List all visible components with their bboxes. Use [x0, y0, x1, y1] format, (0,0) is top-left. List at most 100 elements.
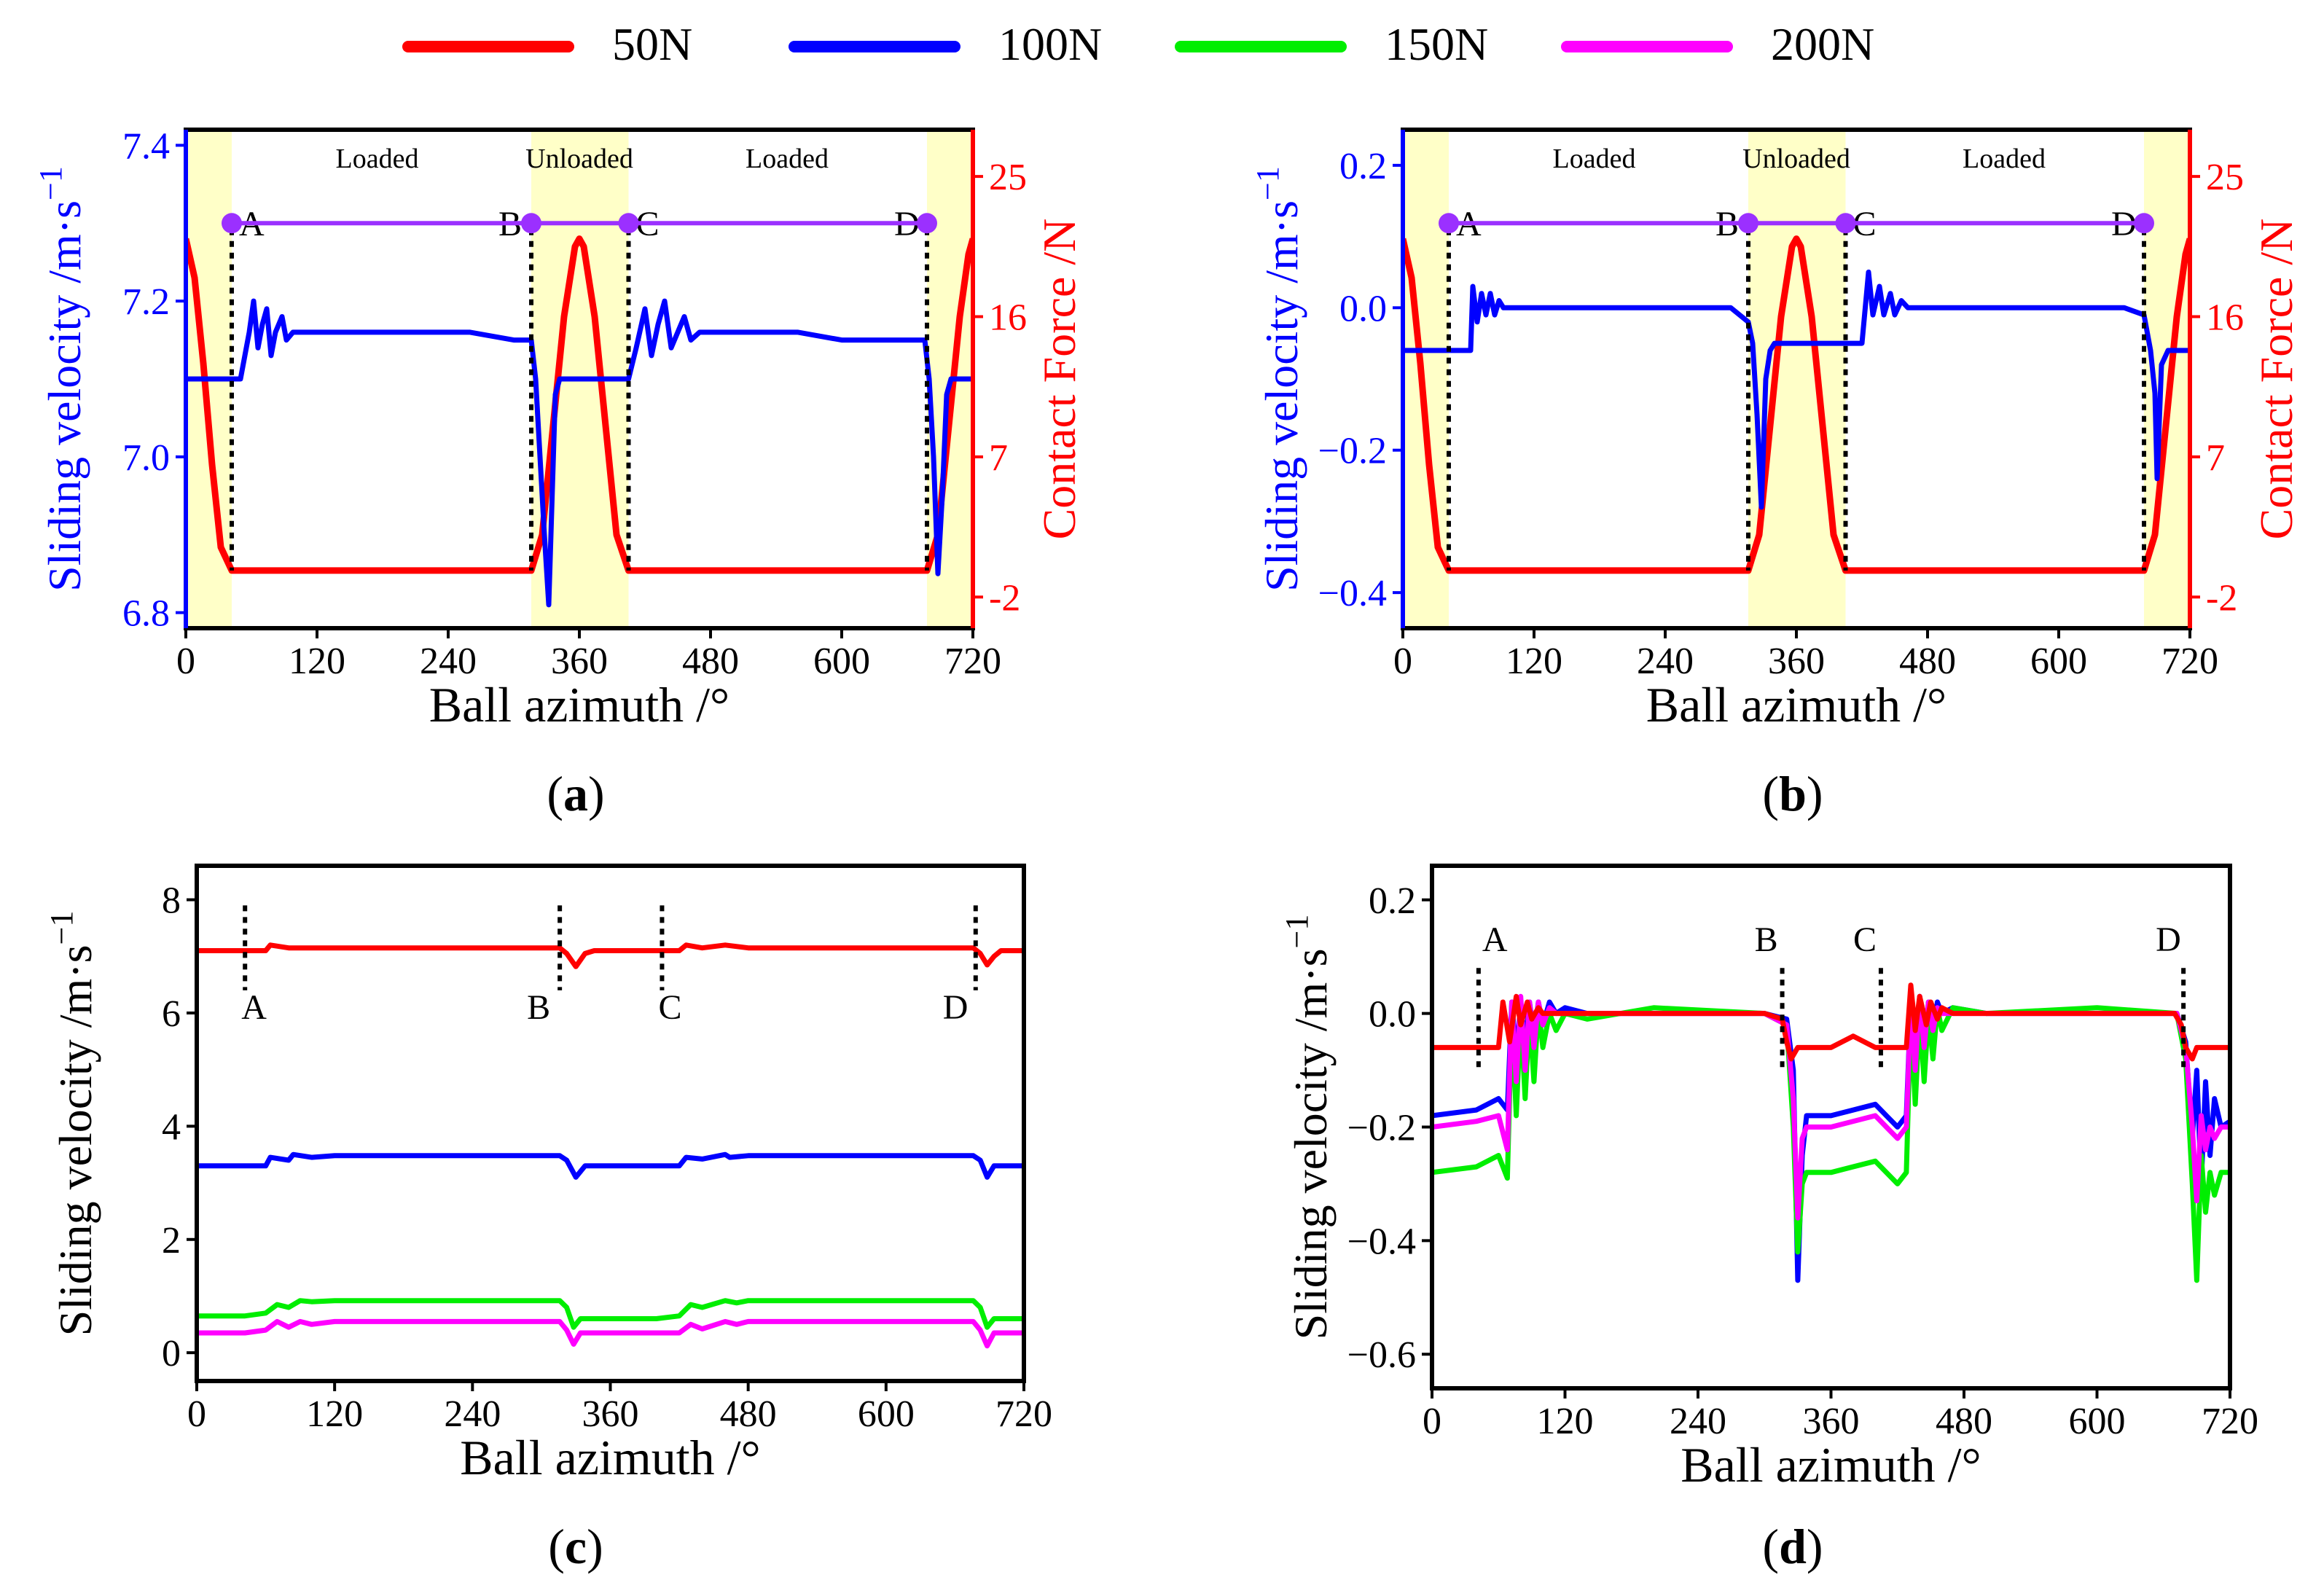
series-group — [197, 942, 1024, 1349]
y-tick-label: 7.0 — [122, 437, 170, 479]
x-tick-label: 120 — [306, 1393, 363, 1435]
y2-tick-label: 16 — [2206, 297, 2244, 339]
series-group — [1432, 982, 2230, 1283]
y-tick-label: −0.2 — [1347, 1108, 1416, 1149]
series-group — [186, 235, 973, 608]
panel-c: A B C D 0 120 240 360 480 600 720 0 2 4 6 8 Ball azimuth… — [44, 864, 1052, 1574]
x-tick-label: 0 — [176, 641, 195, 682]
series-150N — [197, 1298, 1024, 1330]
series-100N — [186, 298, 973, 608]
series-100N — [197, 1151, 1024, 1180]
y2-tick-label: 7 — [2206, 437, 2225, 479]
panel-d: A B C D 0 120 240 360 480 600 720 −0.6 −0.4 −0.2 0.0 0.… — [1279, 864, 2258, 1574]
x-tick-label: 720 — [2161, 641, 2218, 682]
marker-label-C: C — [1853, 920, 1877, 959]
y-axis-label: Sliding velocity /m·s−1 — [1250, 166, 1307, 592]
y-axis-label-text: Sliding velocity /m·s — [50, 944, 101, 1336]
unloaded-zone-1 — [1748, 130, 1846, 628]
y-tick-label: 0.0 — [1339, 288, 1387, 329]
y2-axis-label: Contact Force /N — [2250, 219, 2302, 540]
y-tick-label: 7.2 — [122, 281, 170, 323]
marker-label-A: A — [1482, 920, 1508, 959]
y-axis-label-sup: −1 — [33, 166, 69, 200]
x-tick-label: 600 — [2069, 1401, 2126, 1442]
x-tick-label: 720 — [2202, 1401, 2258, 1442]
y2-tick-label: 25 — [989, 157, 1027, 198]
panel-a: ABCDLoadedUnloadedLoaded0120240360480600… — [33, 125, 1085, 821]
series-50N — [1432, 982, 2230, 1062]
panel-label-letter: a — [563, 766, 588, 821]
x-axis-label: Ball azimuth /° — [1646, 677, 1947, 732]
x-tick-label: 480 — [1899, 641, 1956, 682]
panel-label: (d) — [1762, 1519, 1823, 1574]
series-100N — [1403, 269, 2190, 510]
legend-label-150N: 150N — [1385, 18, 1488, 70]
panel-b: ABCDLoadedUnloadedLoaded0120240360480600… — [1250, 128, 2302, 821]
marker-label-D: D — [2156, 920, 2181, 959]
y-tick-label: 0.2 — [1369, 880, 1416, 922]
y-tick-label: −0.4 — [1318, 573, 1387, 614]
y-axis-label-text: Sliding velocity /m·s — [1285, 948, 1337, 1339]
y2-tick-label: 16 — [989, 297, 1027, 339]
panel-label-letter: d — [1779, 1519, 1807, 1574]
y-tick-label: 6.8 — [122, 593, 170, 635]
marker-label-B: B — [1755, 920, 1778, 959]
phase-dot-C — [1835, 213, 1856, 234]
y-tick-label: 2 — [162, 1220, 181, 1261]
marker-label-A: A — [241, 988, 267, 1027]
x-tick-label: 0 — [1423, 1401, 1441, 1442]
x-axis-label: Ball azimuth /° — [429, 677, 729, 732]
panel-label: (b) — [1762, 766, 1823, 821]
marker-label-D: D — [943, 988, 969, 1027]
phase-dot-D — [2134, 213, 2154, 234]
y-axis-label: Sliding velocity /m·s−1 — [44, 911, 101, 1337]
y-axis-label-text: Sliding velocity /m·s — [39, 200, 90, 592]
panel-label: (a) — [547, 766, 604, 821]
y-tick-label: 0.2 — [1339, 146, 1387, 187]
series-group — [1403, 235, 2190, 574]
y-tick-label: 7.4 — [122, 125, 170, 167]
x-tick-label: 240 — [1637, 641, 1694, 682]
y-tick-label: −0.6 — [1347, 1334, 1416, 1376]
y2-axis-label: Contact Force /N — [1033, 219, 1085, 540]
series-50N — [197, 942, 1024, 969]
unloaded-zone-0 — [1403, 130, 1449, 628]
phase-dot-D — [917, 213, 937, 234]
x-tick-label: 600 — [2030, 641, 2087, 682]
phase-dot-A — [222, 213, 242, 234]
x-tick-label: 720 — [944, 641, 1001, 682]
x-tick-label: 360 — [1768, 641, 1825, 682]
x-tick-label: 480 — [720, 1393, 777, 1435]
x-tick-label: 720 — [995, 1393, 1052, 1435]
x-tick-label: 120 — [1537, 1401, 1594, 1442]
zone-label-unloaded: Unloaded — [525, 144, 633, 174]
x-tick-label: 600 — [813, 641, 870, 682]
phase-dot-B — [521, 213, 541, 234]
y-tick-label: 8 — [162, 880, 181, 922]
y-tick-label: 4 — [162, 1106, 181, 1148]
marker-label-B: B — [527, 988, 550, 1027]
y-axis-label: Sliding velocity /m·s−1 — [1279, 915, 1337, 1340]
series-200N — [197, 1318, 1024, 1349]
legend-label-50N: 50N — [612, 18, 692, 70]
series-50N — [1403, 235, 2190, 574]
y2-tick-label: -2 — [2206, 577, 2237, 619]
phase-dot-B — [1738, 213, 1758, 234]
x-tick-label: 240 — [444, 1393, 501, 1435]
series-100N — [1432, 993, 2230, 1283]
x-tick-label: 360 — [582, 1393, 639, 1435]
legend: 50N 100N 150N 200N — [402, 18, 1874, 70]
x-tick-label: 360 — [1803, 1401, 1860, 1442]
legend-label-200N: 200N — [1771, 18, 1874, 70]
zone-label-loaded: Loaded — [1963, 144, 2046, 174]
x-tick-label: 360 — [551, 641, 608, 682]
y2-tick-label: -2 — [989, 577, 1020, 619]
y-axis-label-text: Sliding velocity /m·s — [1256, 200, 1307, 592]
zone-label-unloaded: Unloaded — [1742, 144, 1850, 174]
x-tick-label: 240 — [420, 641, 477, 682]
y2-tick-label: 7 — [989, 437, 1008, 479]
y-axis-label-sup: −1 — [44, 911, 79, 945]
y-tick-label: −0.4 — [1347, 1221, 1416, 1262]
x-tick-label: 0 — [1393, 641, 1412, 682]
